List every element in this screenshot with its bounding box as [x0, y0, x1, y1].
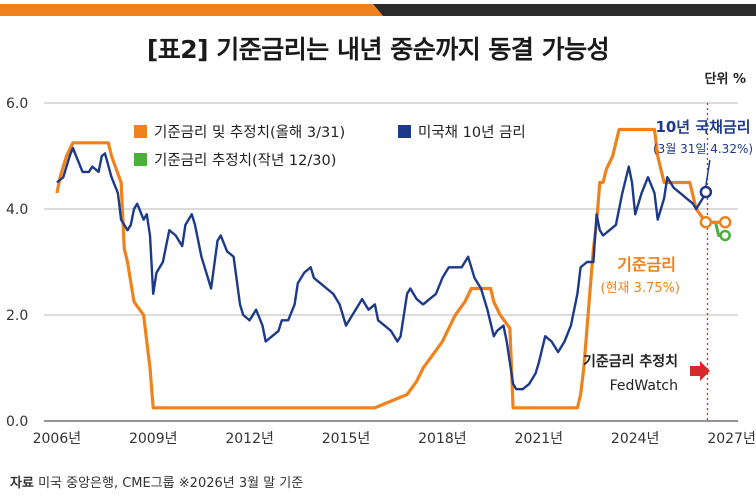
y-tick-label: 2.0 [6, 308, 28, 324]
rate-annotation-value: (현재 3.75%) [601, 281, 681, 296]
unit-label: 단위 % [704, 72, 746, 87]
source-text: 미국 중앙은행, CME그룹 ※2026년 3월 말 기준 [38, 476, 304, 491]
x-tick-label: 2012년 [225, 431, 274, 447]
header-bar-orange [0, 4, 383, 16]
y-tick-label: 6.0 [6, 96, 28, 112]
bond-callout-leader [705, 159, 711, 187]
series-point-policy-rate-current [699, 216, 713, 229]
x-tick-label: 2015년 [322, 431, 371, 447]
y-tick-label: 4.0 [6, 202, 28, 218]
series-line-treasury-10y [56, 146, 707, 391]
rate-annotation-title: 기준금리 [617, 255, 676, 274]
bond-annotation-value: (3월 31일 4.32%) [653, 142, 753, 156]
source-label: 자료 [10, 476, 34, 491]
legend-treasury-10y-label: 미국채 10년 금리 [418, 124, 526, 141]
x-tick-label: 2006년 [33, 431, 82, 447]
header-bar [0, 4, 756, 16]
series-point-projection-end [718, 216, 732, 229]
bond-annotation-title: 10년 국채금리 [655, 118, 750, 136]
chart-title: [표2] 기준금리는 내년 중순까지 동결 가능성 [146, 35, 610, 64]
x-tick-label: 2024년 [611, 431, 660, 447]
x-tick-label: 2021년 [515, 431, 564, 447]
x-tick-label: 2018년 [418, 431, 467, 447]
fedwatch-annotation-title: 기준금리 추정치 [583, 353, 678, 370]
x-tick-label: 2009년 [129, 431, 178, 447]
y-tick-label: 0.0 [6, 414, 28, 430]
legend-policy-rate-swatch [134, 125, 147, 138]
legend-policy-rate-label: 기준금리 및 추정치(올해 3/31) [154, 124, 345, 141]
header-bar-dark [373, 4, 756, 16]
legend-prev-estimate-label: 기준금리 추정치(작년 12/30) [154, 152, 336, 169]
legend-prev-estimate-swatch [134, 153, 147, 166]
source-note: 자료 미국 중앙은행, CME그룹 ※2026년 3월 말 기준 [10, 472, 303, 491]
series-point-prev-estimate-end [719, 229, 731, 242]
series-point-treasury-current [699, 185, 713, 199]
x-tick-label: 2027년 [707, 431, 756, 447]
legend-treasury-10y-swatch [398, 125, 411, 138]
fedwatch-arrow-icon [690, 361, 710, 381]
fedwatch-annotation-source: FedWatch [610, 378, 678, 394]
